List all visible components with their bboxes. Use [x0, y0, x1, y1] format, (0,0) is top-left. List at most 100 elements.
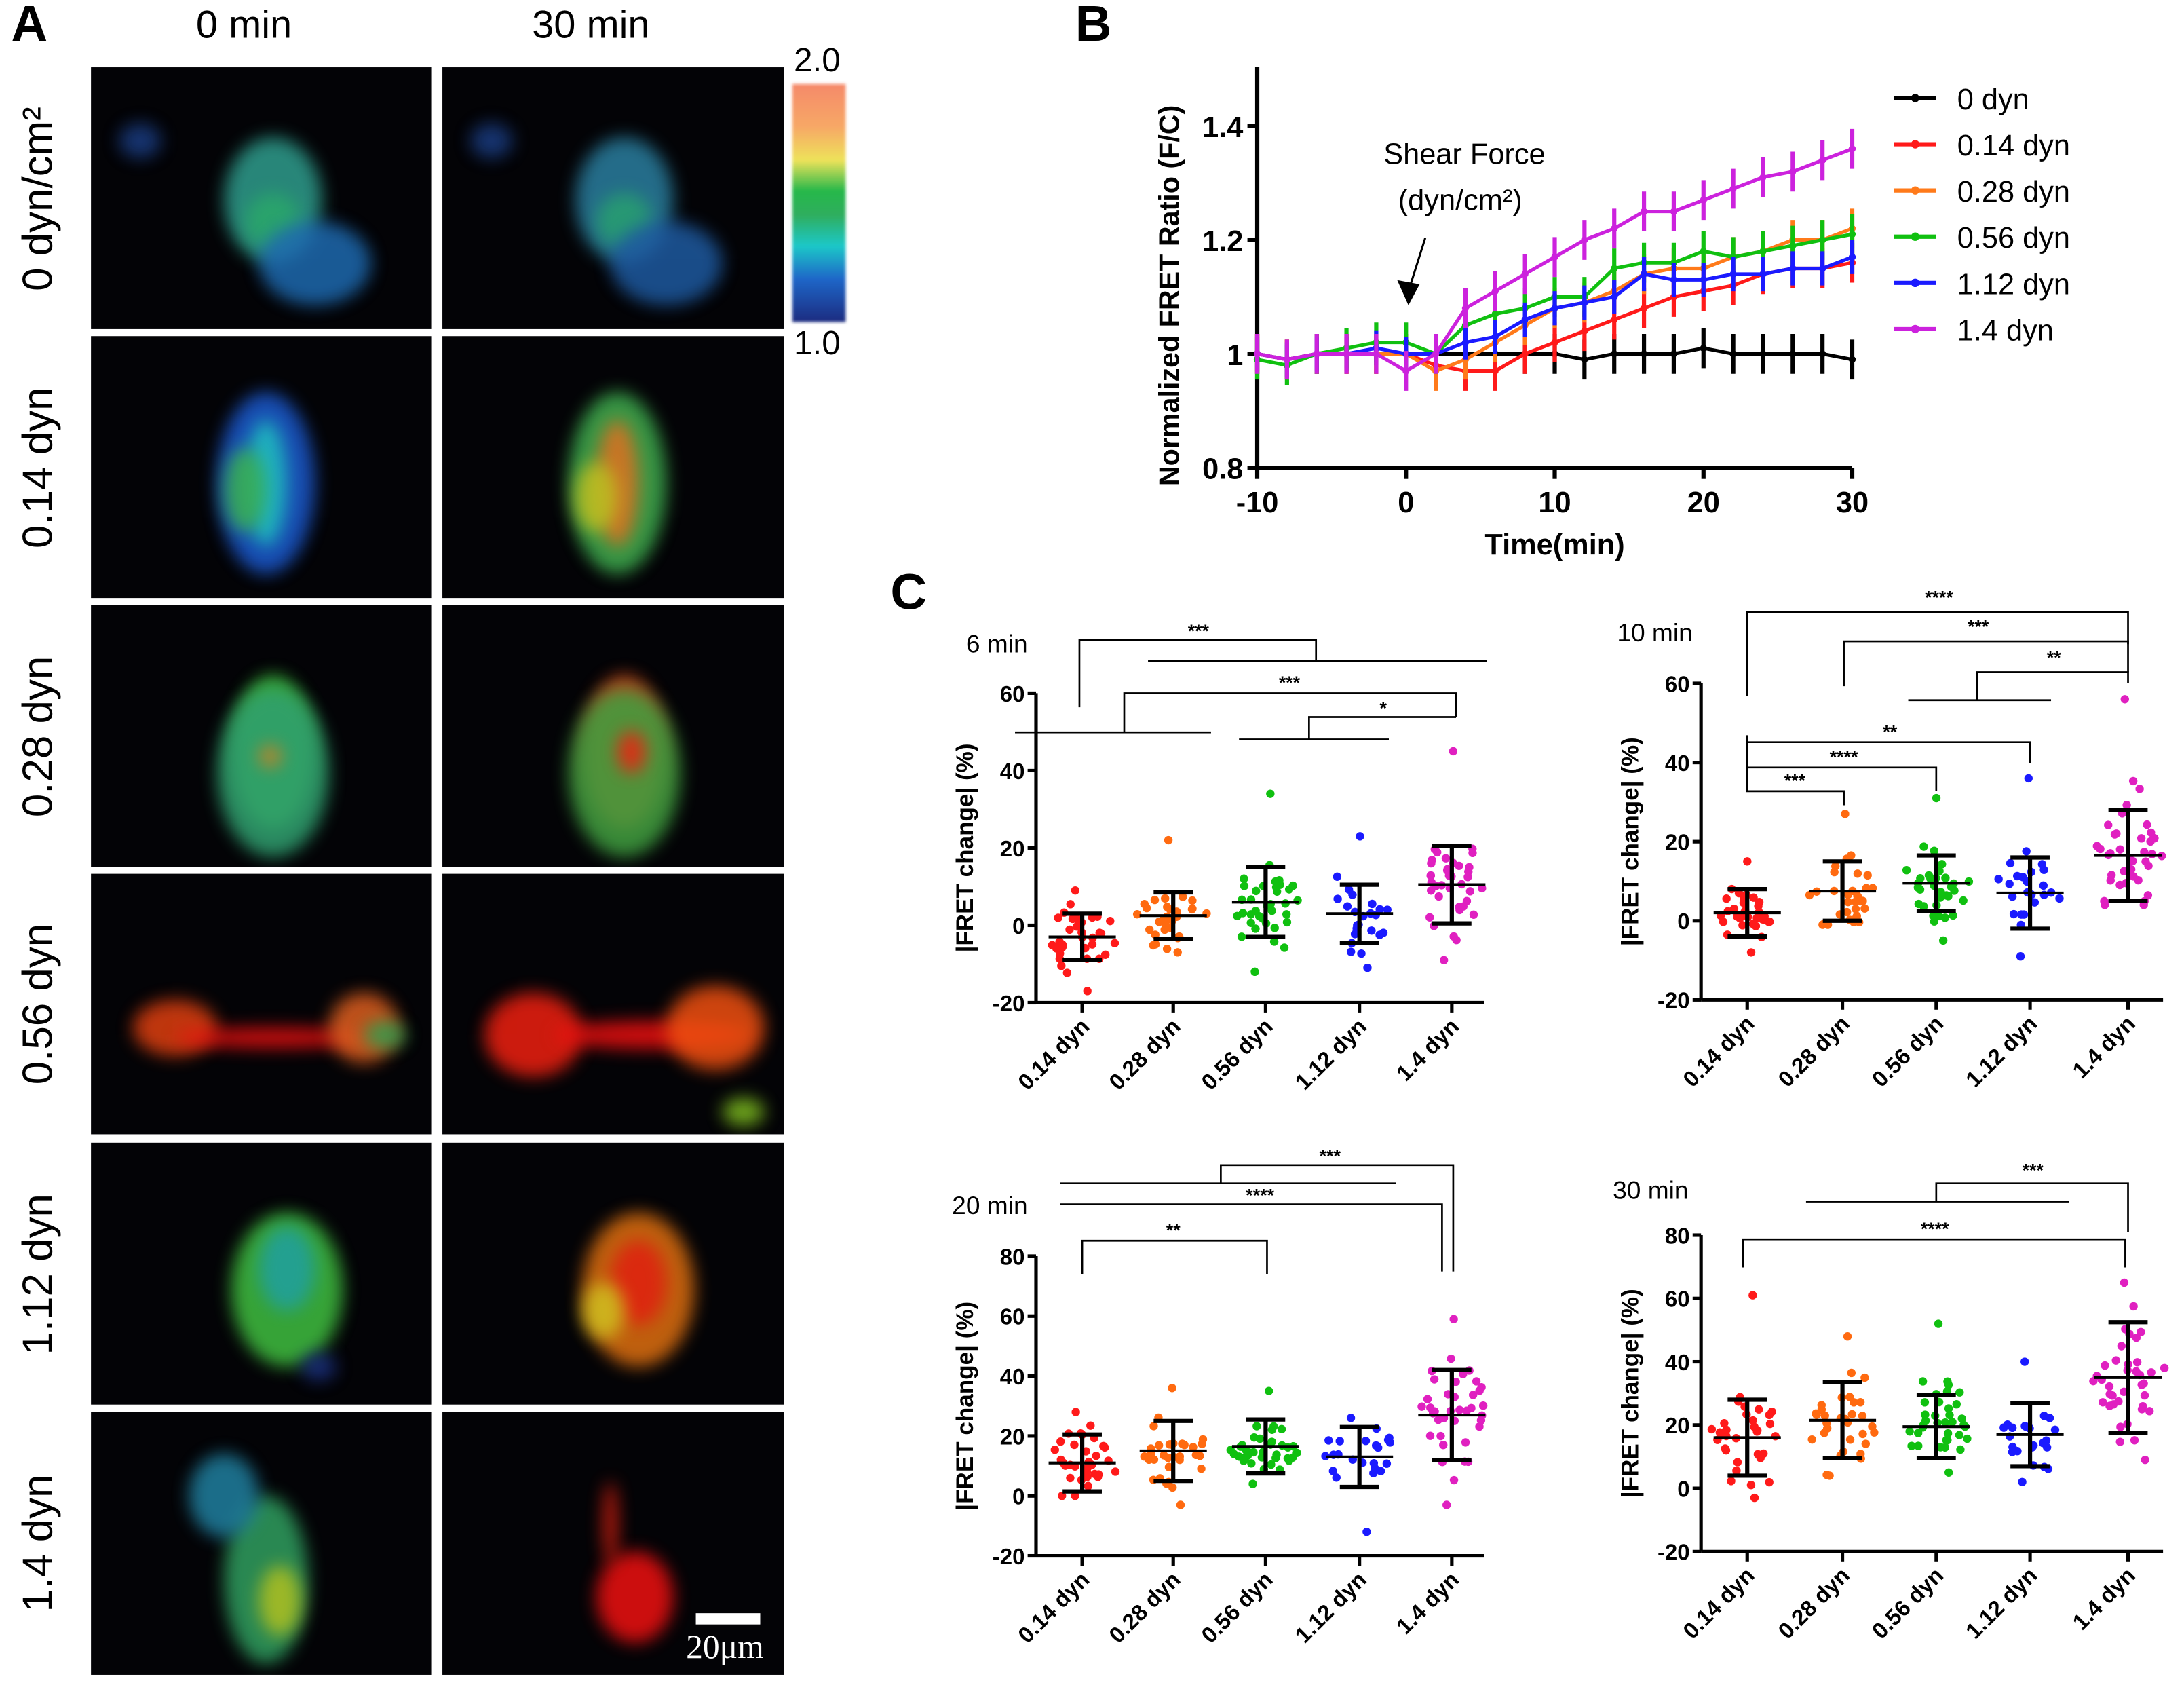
data-point	[1843, 1332, 1852, 1341]
data-point	[1914, 1441, 1923, 1450]
data-point	[1640, 270, 1648, 278]
data-point	[2008, 1442, 2017, 1452]
x-tick-label: 1.12 dyn	[1290, 1566, 1371, 1648]
data-point	[1732, 1466, 1741, 1475]
data-point	[1280, 943, 1289, 952]
data-point	[2120, 695, 2129, 704]
data-point	[1670, 208, 1678, 215]
x-tick-label: 1.4 dyn	[2067, 1562, 2140, 1635]
data-point	[2020, 1357, 2029, 1366]
data-point	[1820, 1411, 1829, 1420]
cell-signal	[596, 1551, 674, 1643]
data-point	[2107, 871, 2116, 880]
data-point	[1759, 350, 1767, 358]
significance-bracket	[1060, 1164, 1455, 1272]
significance-bracket	[1742, 1238, 2126, 1268]
data-point	[2039, 1412, 2048, 1420]
data-point	[1083, 987, 1092, 996]
data-point	[2008, 1423, 2017, 1433]
significance-bracket	[1747, 741, 2031, 763]
y-tick-label: 1	[1227, 339, 1243, 372]
data-point	[1066, 900, 1075, 909]
data-point	[1943, 1429, 1953, 1438]
data-point	[1743, 857, 1752, 866]
data-point	[1611, 316, 1618, 324]
data-point	[1722, 894, 1731, 903]
legend-marker	[1911, 94, 1920, 102]
data-point	[1057, 962, 1066, 970]
data-point	[1324, 1436, 1333, 1445]
data-point	[1094, 1470, 1103, 1479]
data-point	[2105, 1382, 2114, 1391]
data-point	[1252, 886, 1261, 896]
data-point	[1189, 1443, 1198, 1452]
data-point	[2008, 892, 2017, 901]
data-point	[1068, 914, 1077, 924]
data-point	[1640, 350, 1648, 358]
data-point	[1759, 270, 1767, 278]
legend-label: 1.4 dyn	[1957, 314, 2054, 347]
data-point	[1240, 882, 1249, 890]
data-point	[1700, 248, 1707, 255]
data-point	[1099, 1441, 1108, 1451]
data-point	[1640, 208, 1648, 215]
data-point	[1700, 276, 1707, 284]
significance-label: ***	[1968, 617, 1989, 637]
cell-signal	[575, 461, 618, 533]
data-point	[2145, 1407, 2154, 1416]
data-point	[1957, 1414, 1966, 1423]
data-point	[1858, 1412, 1867, 1420]
data-point	[1145, 925, 1154, 934]
micrograph-3-0	[91, 873, 432, 1135]
data-point	[1344, 885, 1354, 894]
data-point	[1848, 230, 1856, 238]
data-point	[1267, 1460, 1276, 1469]
data-point	[1858, 1429, 1867, 1439]
data-point	[2030, 898, 2039, 907]
data-point	[1272, 1450, 1281, 1459]
x-tick-label: 0.56 dyn	[1867, 1562, 1949, 1644]
data-point	[2099, 1398, 2107, 1407]
micrograph-0-1	[442, 67, 784, 329]
data-point	[1581, 356, 1588, 363]
legend-marker	[1911, 324, 1920, 334]
data-point	[1789, 265, 1797, 272]
y-tick-label: -20	[1658, 1540, 1690, 1565]
data-point	[1449, 747, 1458, 756]
data-point	[1461, 305, 1470, 312]
data-point	[1253, 350, 1261, 358]
data-point	[1066, 1473, 1075, 1483]
data-point	[1267, 1425, 1277, 1434]
x-tick-label: 0.28 dyn	[1104, 1566, 1185, 1648]
x-tick-label: 0.14 dyn	[1013, 1566, 1094, 1648]
cell-signal	[617, 731, 646, 774]
data-point	[1755, 898, 1764, 907]
legend-label: 0 dyn	[1957, 83, 2029, 116]
y-tick-label: 0	[1677, 1476, 1689, 1501]
data-point	[2137, 834, 2146, 843]
data-point	[1920, 1398, 1930, 1407]
data-point	[1847, 1410, 1856, 1419]
colorbar-max-label: 2.0	[794, 41, 841, 80]
data-point	[1241, 1452, 1250, 1462]
data-point	[2092, 842, 2101, 850]
y-tick-label: -20	[993, 1544, 1025, 1569]
data-point	[1848, 145, 1856, 153]
scale-bar	[695, 1613, 761, 1625]
y-tick-label: 0	[1012, 1484, 1024, 1509]
data-point	[1465, 863, 1474, 872]
data-point	[1071, 1492, 1079, 1500]
data-point	[2134, 875, 2143, 885]
cell-signal	[610, 221, 723, 305]
micrograph-0-0	[91, 67, 432, 329]
data-point	[1361, 1437, 1371, 1446]
data-point	[2139, 1402, 2147, 1411]
data-point	[1328, 1467, 1338, 1475]
data-point	[1819, 156, 1826, 164]
data-point	[1907, 1441, 1916, 1450]
x-tick-label: 0.56 dyn	[1196, 1013, 1278, 1095]
data-point	[1062, 968, 1072, 977]
data-point	[1065, 925, 1074, 934]
data-point	[1753, 1426, 1762, 1435]
y-axis-title: |FRET change| (%)	[952, 743, 978, 952]
